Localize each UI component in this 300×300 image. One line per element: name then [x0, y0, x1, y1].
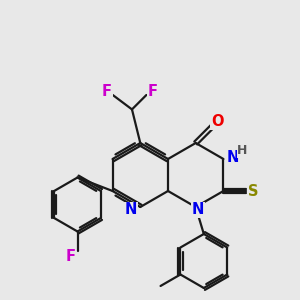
- Text: O: O: [211, 114, 224, 129]
- Text: N: N: [191, 202, 204, 217]
- Text: H: H: [237, 145, 248, 158]
- Text: S: S: [248, 184, 258, 199]
- Text: F: F: [102, 85, 112, 100]
- Text: N: N: [226, 149, 238, 164]
- Text: O: O: [211, 114, 224, 129]
- Text: F: F: [65, 249, 76, 264]
- Text: F: F: [147, 85, 158, 100]
- Text: N: N: [125, 202, 137, 217]
- Text: S: S: [248, 184, 258, 199]
- Text: F: F: [102, 85, 112, 100]
- Text: F: F: [65, 249, 76, 264]
- Text: N: N: [125, 202, 137, 217]
- Text: F: F: [147, 85, 158, 100]
- Text: N: N: [191, 202, 204, 217]
- Text: H: H: [237, 145, 248, 158]
- Text: N: N: [226, 149, 238, 164]
